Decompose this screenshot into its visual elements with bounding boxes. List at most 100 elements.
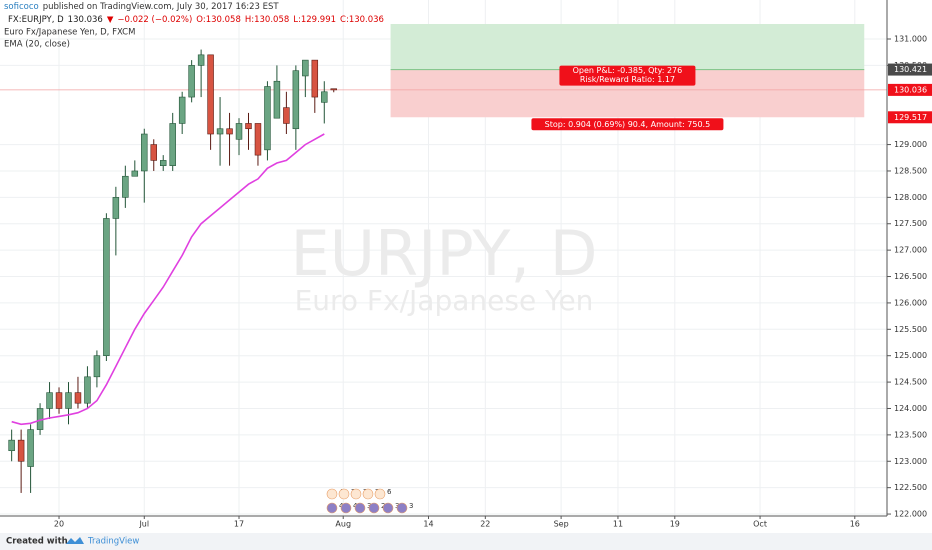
target-price-label-box — [888, 63, 932, 76]
x-tick-label: 17 — [234, 520, 244, 529]
candle-body — [103, 218, 110, 357]
candle-body — [283, 107, 290, 124]
event-icon — [340, 502, 352, 514]
header-line: soficoco published on TradingView.com, Ju… — [4, 2, 279, 12]
candle-body — [264, 86, 271, 151]
y-tick-label: 128.000 — [894, 193, 927, 202]
candle-body — [17, 439, 25, 462]
legend-series: Euro Fx/Japanese Yen, D, FXCM — [4, 28, 135, 38]
candle-body — [74, 392, 82, 404]
quote-line: FX:EURJPY, D 130.036 ▼ −0.022 (−0.02%) O:130… — [8, 15, 384, 25]
candle-body — [197, 54, 205, 66]
candle-body — [46, 392, 53, 409]
candle-body — [55, 392, 63, 409]
target-zone — [390, 24, 865, 70]
y-tick-label: 124.000 — [894, 404, 927, 413]
price-axis-bg — [887, 0, 932, 533]
event-icon — [326, 488, 338, 500]
candle-body — [188, 65, 195, 98]
event-icon — [326, 502, 338, 514]
event-count: 3 — [409, 502, 413, 510]
y-tick-label: 123.000 — [894, 457, 927, 466]
event-count: 6 — [387, 488, 392, 496]
event-icon — [354, 502, 366, 514]
candle-body — [178, 96, 186, 124]
y-tick-label: 125.500 — [894, 325, 927, 334]
candle-body — [141, 133, 148, 172]
pl-label-box — [559, 65, 696, 86]
y-tick-label: 129.000 — [894, 140, 927, 149]
published: published on TradingView.com, July 30, 2… — [43, 2, 280, 12]
candle-body — [273, 80, 281, 119]
candle-body — [311, 59, 319, 98]
y-tick-label: 126.500 — [894, 272, 927, 281]
quote-low: L:129.991 — [293, 15, 336, 25]
candle-body — [321, 91, 328, 103]
y-tick-label: 122.500 — [894, 483, 927, 492]
pl-label: Open P&L: -0.385, Qty: 276 — [573, 66, 683, 75]
footer-created: Created with — [6, 537, 68, 547]
event-icon — [362, 488, 374, 500]
candle-body — [150, 144, 157, 161]
entry-price-label: 130.036 — [894, 85, 927, 94]
watermark-name: Euro Fx/Japanese Yen — [295, 284, 594, 317]
event-icon — [382, 502, 394, 514]
stop-label-box — [531, 118, 724, 131]
x-tick-label: Aug — [335, 520, 351, 529]
x-tick-label: 22 — [480, 520, 490, 529]
stop-label: Stop: 0.904 (0.69%) 90.4, Amount: 750.5 — [545, 120, 711, 129]
y-tick-label: 124.500 — [894, 378, 927, 387]
y-tick-label: 123.500 — [894, 430, 927, 439]
x-tick-label: 11 — [613, 520, 623, 529]
y-tick-label: 127.500 — [894, 219, 927, 228]
candle-body — [8, 439, 15, 452]
event-icon — [374, 488, 386, 500]
candle-body — [93, 355, 101, 378]
target-price-label: 130.421 — [894, 65, 927, 74]
candle-body — [65, 392, 72, 409]
author: soficoco — [4, 2, 39, 12]
x-tick-label: 19 — [670, 520, 680, 529]
candle-body — [292, 70, 300, 130]
legend-ema: EMA (20, close) — [4, 40, 70, 50]
y-tick-label: 131.000 — [894, 35, 927, 44]
stop-price-label: 129.517 — [894, 113, 927, 122]
footer-bar — [0, 533, 932, 550]
x-tick-label: 20 — [54, 520, 64, 529]
candle-body — [112, 197, 120, 219]
candle-body — [216, 128, 224, 135]
candle-body — [27, 429, 34, 467]
y-tick-label: 127.000 — [894, 246, 927, 255]
x-tick-label: 14 — [423, 520, 433, 529]
candle-body — [235, 123, 243, 140]
candle-body — [226, 128, 233, 135]
quote-arrow: ▼ — [107, 15, 114, 25]
y-tick-label: 126.000 — [894, 298, 927, 307]
candle-body — [254, 123, 262, 156]
watermark-symbol: EURJPY, D — [291, 217, 598, 290]
y-tick-label: 125.000 — [894, 351, 927, 360]
candle-body — [131, 170, 139, 177]
y-tick-label: 122.000 — [894, 510, 927, 519]
candle-body — [245, 123, 252, 130]
entry-price-label-box — [888, 83, 932, 96]
stop-price-label-box — [888, 111, 932, 124]
candle-body — [84, 376, 91, 404]
footer-logo — [66, 537, 84, 544]
event-icon — [396, 502, 408, 514]
x-tick-label: Jul — [138, 520, 149, 529]
quote-open: O:130.058 — [196, 15, 241, 25]
event-icon — [338, 488, 350, 500]
event-icon — [368, 502, 380, 514]
y-tick-label: 128.500 — [894, 166, 927, 175]
quote-high: H:130.058 — [245, 15, 289, 25]
candle-body — [122, 175, 129, 198]
quote-change: −0.022 (−0.02%) — [117, 15, 192, 25]
quote-close: C:130.036 — [340, 15, 384, 25]
candle-body — [207, 54, 214, 135]
candle-body — [159, 160, 167, 166]
x-tick-label: Sep — [554, 520, 569, 529]
quote-price: 130.036 — [68, 15, 103, 25]
